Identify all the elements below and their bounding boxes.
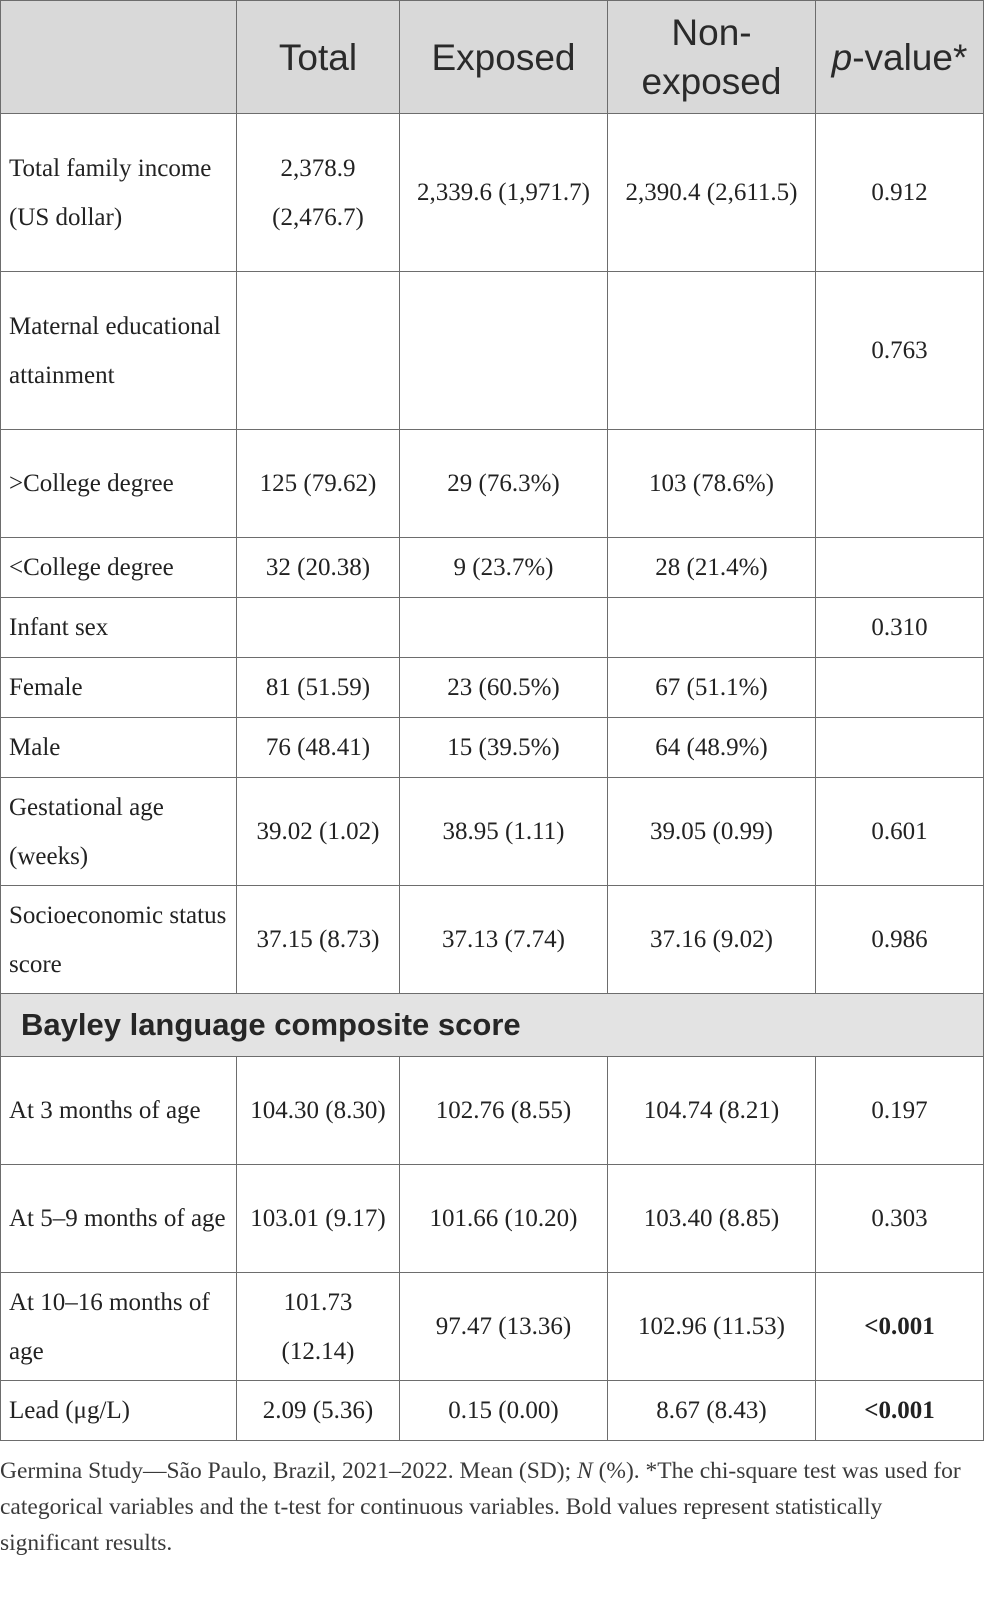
cell-total	[236, 597, 400, 658]
header-non-exposed: Non-exposed	[607, 0, 816, 114]
cell-exposed: 15 (39.5%)	[399, 717, 608, 778]
row-label: >College degree	[0, 429, 237, 538]
header-exposed: Exposed	[399, 0, 608, 114]
cell-total: 2.09 (5.36)	[236, 1380, 400, 1441]
row-label: Socioeconomic status score	[0, 885, 237, 994]
table-row: >College degree 125 (79.62) 29 (76.3%) 1…	[0, 429, 984, 538]
cell-non-exposed: 2,390.4 (2,611.5)	[607, 113, 816, 272]
cell-exposed: 9 (23.7%)	[399, 537, 608, 598]
header-total: Total	[236, 0, 400, 114]
footnote-part1: Germina Study—São Paulo, Brazil, 2021–20…	[0, 1458, 577, 1484]
cell-non-exposed	[607, 271, 816, 430]
cell-p-value: 0.912	[815, 113, 984, 272]
section-title: Bayley language composite score	[0, 993, 984, 1057]
cell-exposed: 2,339.6 (1,971.7)	[399, 113, 608, 272]
cell-p-value: 0.601	[815, 777, 984, 886]
cell-exposed: 23 (60.5%)	[399, 657, 608, 718]
cell-non-exposed: 103.40 (8.85)	[607, 1164, 816, 1273]
characteristics-table: Total Exposed Non-exposed p-value* Total…	[0, 0, 984, 1441]
footnote-part2: (%). *The chi-square test was used for c…	[0, 1458, 961, 1556]
cell-non-exposed: 64 (48.9%)	[607, 717, 816, 778]
row-label: Total family income (US dollar)	[0, 113, 237, 272]
cell-exposed: 0.15 (0.00)	[399, 1380, 608, 1441]
cell-total: 104.30 (8.30)	[236, 1056, 400, 1165]
cell-p-value	[815, 429, 984, 538]
table-row: Infant sex 0.310	[0, 597, 984, 658]
cell-non-exposed	[607, 597, 816, 658]
cell-total: 76 (48.41)	[236, 717, 400, 778]
header-blank	[0, 0, 237, 114]
cell-exposed	[399, 597, 608, 658]
cell-total: 39.02 (1.02)	[236, 777, 400, 886]
table-footnote: Germina Study—São Paulo, Brazil, 2021–20…	[0, 1453, 985, 1561]
row-label: At 10–16 months of age	[0, 1272, 237, 1381]
row-label: Male	[0, 717, 237, 778]
cell-exposed: 29 (76.3%)	[399, 429, 608, 538]
cell-non-exposed: 28 (21.4%)	[607, 537, 816, 598]
table-row: Gestational age (weeks) 39.02 (1.02) 38.…	[0, 777, 984, 886]
cell-total: 37.15 (8.73)	[236, 885, 400, 994]
cell-total: 81 (51.59)	[236, 657, 400, 718]
cell-p-value: 0.310	[815, 597, 984, 658]
cell-p-value	[815, 537, 984, 598]
cell-p-value: 0.197	[815, 1056, 984, 1165]
cell-non-exposed: 37.16 (9.02)	[607, 885, 816, 994]
cell-p-value-significant: <0.001	[815, 1272, 984, 1381]
header-row: Total Exposed Non-exposed p-value*	[0, 0, 984, 114]
cell-p-value	[815, 717, 984, 778]
row-label: Maternal educational attainment	[0, 271, 237, 430]
header-p-rest: -value*	[852, 36, 968, 78]
cell-exposed: 101.66 (10.20)	[399, 1164, 608, 1273]
table-row: Male 76 (48.41) 15 (39.5%) 64 (48.9%)	[0, 717, 984, 778]
cell-non-exposed: 102.96 (11.53)	[607, 1272, 816, 1381]
cell-exposed: 37.13 (7.74)	[399, 885, 608, 994]
cell-p-value: 0.986	[815, 885, 984, 994]
row-label: Female	[0, 657, 237, 718]
cell-total: 101.73 (12.14)	[236, 1272, 400, 1381]
cell-non-exposed: 67 (51.1%)	[607, 657, 816, 718]
cell-total	[236, 271, 400, 430]
table-row: Maternal educational attainment 0.763	[0, 271, 984, 430]
table-row: Total family income (US dollar) 2,378.9 …	[0, 113, 984, 272]
cell-exposed: 38.95 (1.11)	[399, 777, 608, 886]
table-row: Socioeconomic status score 37.15 (8.73) …	[0, 885, 984, 994]
cell-non-exposed: 103 (78.6%)	[607, 429, 816, 538]
table-row: <College degree 32 (20.38) 9 (23.7%) 28 …	[0, 537, 984, 598]
row-label: Infant sex	[0, 597, 237, 658]
cell-total: 32 (20.38)	[236, 537, 400, 598]
row-label: Lead (μg/L)	[0, 1380, 237, 1441]
cell-non-exposed: 39.05 (0.99)	[607, 777, 816, 886]
cell-non-exposed: 104.74 (8.21)	[607, 1056, 816, 1165]
cell-p-value-significant: <0.001	[815, 1380, 984, 1441]
table-row: Lead (μg/L) 2.09 (5.36) 0.15 (0.00) 8.67…	[0, 1380, 984, 1441]
table-row: At 5–9 months of age 103.01 (9.17) 101.6…	[0, 1164, 984, 1273]
cell-total: 125 (79.62)	[236, 429, 400, 538]
table-row: At 3 months of age 104.30 (8.30) 102.76 …	[0, 1056, 984, 1165]
cell-total: 2,378.9 (2,476.7)	[236, 113, 400, 272]
row-label: Gestational age (weeks)	[0, 777, 237, 886]
table-row: Female 81 (51.59) 23 (60.5%) 67 (51.1%)	[0, 657, 984, 718]
row-label: At 5–9 months of age	[0, 1164, 237, 1273]
cell-exposed: 102.76 (8.55)	[399, 1056, 608, 1165]
cell-p-value	[815, 657, 984, 718]
cell-exposed	[399, 271, 608, 430]
cell-exposed: 97.47 (13.36)	[399, 1272, 608, 1381]
table-row: At 10–16 months of age 101.73 (12.14) 97…	[0, 1272, 984, 1381]
cell-total: 103.01 (9.17)	[236, 1164, 400, 1273]
footnote-n: N	[577, 1458, 593, 1484]
cell-p-value: 0.303	[815, 1164, 984, 1273]
cell-non-exposed: 8.67 (8.43)	[607, 1380, 816, 1441]
header-p-italic: p	[831, 36, 853, 78]
header-p-value: p-value*	[815, 0, 984, 114]
cell-p-value: 0.763	[815, 271, 984, 430]
row-label: At 3 months of age	[0, 1056, 237, 1165]
section-row: Bayley language composite score	[0, 993, 984, 1057]
row-label: <College degree	[0, 537, 237, 598]
